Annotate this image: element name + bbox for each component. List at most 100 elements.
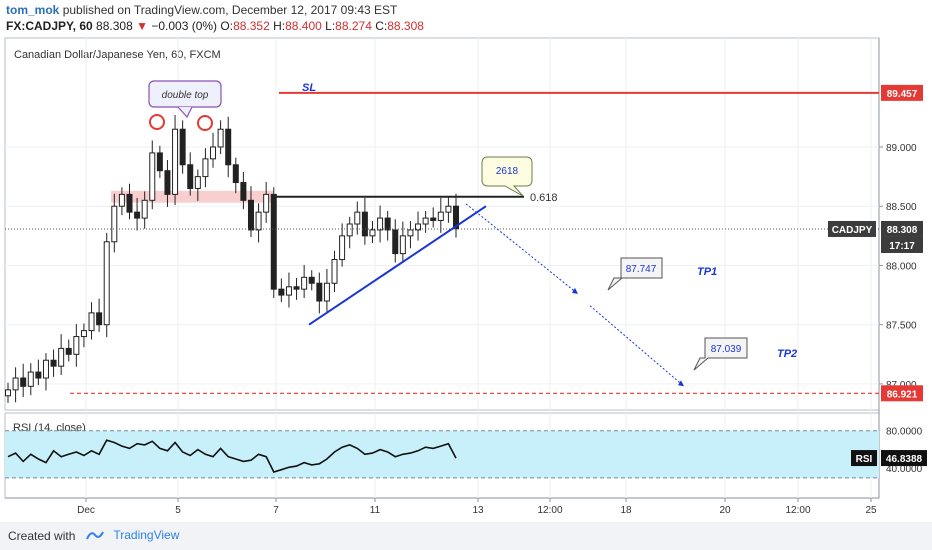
time-tick-label: 5 <box>175 505 181 516</box>
symbol-label: FX:CADJPY, 60 <box>6 19 93 33</box>
rsi-line <box>7 439 457 473</box>
candle-body <box>422 217 429 225</box>
callout-2618: 2618 <box>481 156 533 197</box>
candle-body <box>35 371 42 379</box>
candle-body <box>316 282 323 302</box>
time-tick-label: Dec <box>77 505 95 516</box>
candle-body <box>202 158 209 178</box>
last-price-label: 88.308 <box>887 225 918 236</box>
low-value: 88.274 <box>335 19 372 33</box>
projection-2 <box>589 305 685 387</box>
candle-body <box>407 229 414 237</box>
candle-body <box>308 276 315 284</box>
candle-body <box>217 128 224 148</box>
fib-level-label: 0.618 <box>530 192 558 204</box>
candle-body <box>225 128 232 166</box>
top-marker-1 <box>149 114 165 130</box>
candle-body <box>323 282 330 302</box>
candle-body <box>50 359 57 367</box>
candle-body <box>354 211 361 225</box>
last-price-label-bg <box>881 220 923 237</box>
candle-body <box>73 336 80 355</box>
time-tick-label: 7 <box>273 505 279 516</box>
time-tick-label: 18 <box>620 505 632 516</box>
candle-body <box>156 152 163 172</box>
symbol-price-tag: CADJPY <box>832 225 873 236</box>
candle-body <box>42 359 49 379</box>
candle-body <box>58 347 65 367</box>
candle-body <box>247 199 254 231</box>
candle-body <box>194 176 201 189</box>
rsi-name-tag: RSI <box>856 454 873 465</box>
chart-title: Canadian Dollar/Japanese Yen, 60, FXCM <box>14 49 221 61</box>
sl-label: SL <box>302 82 316 94</box>
candle-body <box>430 217 437 221</box>
rsi-tick-label: 80.0000 <box>886 427 923 438</box>
tp1-value-label: 87.747 <box>626 264 657 275</box>
publish-line: tom_mok published on TradingView.com, De… <box>6 3 397 17</box>
time-tick-label: 11 <box>370 505 381 516</box>
tp1-label: TP1 <box>697 266 717 278</box>
double-top-callout: double top <box>148 80 222 119</box>
projection-2-arrowhead <box>678 380 684 387</box>
high-value: 88.400 <box>285 19 322 33</box>
candle-body <box>164 170 171 195</box>
candle-body <box>141 199 148 219</box>
support-price-label-bg <box>881 385 923 402</box>
candle-body <box>172 128 179 195</box>
drawings <box>5 91 879 394</box>
candle-body <box>415 223 422 231</box>
candle-body <box>118 193 125 207</box>
candle-body <box>80 330 87 338</box>
candle-body <box>149 152 156 201</box>
ohlc-line: FX:CADJPY, 60 88.308 ▼ −0.003 (0%) O:88.… <box>6 19 424 33</box>
rsi-name-tag-bg <box>851 450 877 467</box>
open-label: O: <box>220 19 234 33</box>
candle-body <box>210 146 217 160</box>
price-change: −0.003 (0%) <box>151 19 218 33</box>
candle-body <box>361 211 368 237</box>
chart-header: tom_mok published on TradingView.com, De… <box>0 0 932 38</box>
candle-body <box>270 193 277 290</box>
candle-body <box>5 389 11 397</box>
rsi-value-label: 46.8388 <box>886 454 923 465</box>
tradingview-link[interactable]: TradingView <box>86 527 179 542</box>
author-link[interactable]: tom_mok <box>6 3 60 17</box>
candle-body <box>278 288 285 296</box>
price-tick-label: 87.500 <box>886 321 917 332</box>
candle-body <box>179 128 186 166</box>
price-chart[interactable]: Canadian Dollar/Japanese Yen, 60, FXCM d… <box>0 0 932 522</box>
candle-body <box>285 286 292 296</box>
sl-price-label: 89.457 <box>887 89 918 100</box>
time-tick-label: 20 <box>719 505 731 516</box>
candle-body <box>293 286 300 290</box>
candle-body <box>96 312 103 326</box>
tp2-label: TP2 <box>777 348 797 360</box>
time-tick-label: 12:00 <box>537 505 562 516</box>
rsi-plot <box>5 430 879 479</box>
high-label: H: <box>273 19 286 33</box>
zones <box>111 190 274 203</box>
candle-body <box>12 377 19 391</box>
candle-body <box>65 347 72 355</box>
candle-body <box>240 182 247 201</box>
time-tick-label: 13 <box>472 505 484 516</box>
price-tick-label: 89.000 <box>886 143 917 154</box>
double-top-label: double top <box>162 90 209 101</box>
candle-body <box>437 211 444 221</box>
price-tick-label: 88.000 <box>886 261 917 272</box>
down-arrow-icon: ▼ <box>136 19 148 33</box>
close-label: C: <box>375 19 388 33</box>
resistance-zone <box>111 190 274 203</box>
candle-body <box>232 164 239 184</box>
footer: Created with TradingView <box>0 522 932 550</box>
price-tick-label: 88.500 <box>886 202 917 213</box>
candle-body <box>103 241 110 326</box>
candle-body <box>445 205 452 213</box>
axis-labels: Dec 5 7 11 13 12:00 18 20 12:00 25 89.000 88.500 88.… <box>77 84 927 516</box>
trendline <box>308 205 487 326</box>
low-label: L: <box>325 19 336 33</box>
candle-body <box>134 211 141 219</box>
candle-body <box>126 193 133 213</box>
candle-body <box>453 205 459 230</box>
